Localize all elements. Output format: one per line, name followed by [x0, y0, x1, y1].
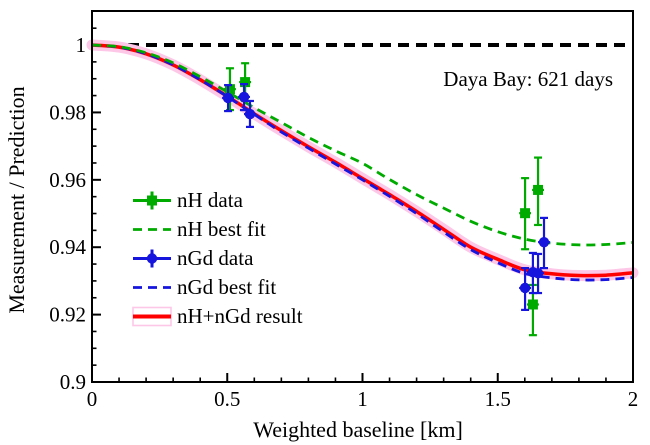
square-marker [527, 299, 538, 310]
legend-label-ngd-data: nGd data [177, 246, 254, 270]
y-axis-title: Measurement / Prediction [4, 86, 29, 313]
ngd-best-fit-curve [91, 43, 634, 282]
ngd-data-point [538, 216, 550, 270]
legend-label-ngd-best-fit: nGd best fit [177, 275, 276, 299]
legend-label-nh-best-fit: nH best fit [177, 217, 266, 241]
legend-label-nh-data: nH data [177, 188, 244, 212]
legend-sample [133, 191, 171, 210]
y-tick-label: 0.9 [60, 370, 86, 394]
x-tick-label: 0 [87, 387, 98, 411]
y-tick-label: 1 [76, 33, 87, 57]
circle-marker [532, 267, 544, 279]
x-tick-label: 0.5 [214, 387, 240, 411]
nh-data-point [532, 156, 545, 227]
legend-circle-marker [146, 253, 158, 264]
plot-frame [91, 10, 634, 383]
ngd-data-point [519, 267, 532, 311]
square-marker [533, 184, 544, 195]
ngd-data-point [532, 252, 545, 295]
data-points-layer [222, 62, 550, 337]
legend-sample [132, 306, 172, 327]
frame-border [91, 10, 634, 383]
square-marker [520, 208, 531, 219]
circle-marker [519, 282, 531, 294]
nh-data-point [519, 177, 532, 251]
legend: nH data nH best fit nGd data nGd best fi… [132, 188, 303, 328]
y-tick-label: 0.96 [49, 168, 86, 192]
x-tick-label: 2 [628, 387, 639, 411]
square-marker [224, 84, 235, 95]
circle-marker [244, 108, 256, 120]
square-marker [240, 77, 251, 88]
x-tick-label: 1 [357, 387, 368, 411]
dataset-annotation: Daya Bay: 621 days [443, 67, 613, 91]
ngd-data-point [238, 83, 250, 112]
ngd-data-point [222, 84, 235, 113]
y-tick-label: 0.94 [49, 235, 86, 259]
circle-marker [222, 92, 234, 104]
circle-marker [238, 91, 250, 103]
circle-marker [538, 236, 550, 248]
ngd-data-point [244, 99, 256, 129]
x-tick-label: 1.5 [485, 387, 511, 411]
legend-samples [132, 191, 172, 327]
legend-square-marker [147, 195, 157, 206]
x-axis-title: Weighted baseline [km] [253, 417, 463, 442]
y-tick-label: 0.98 [49, 100, 86, 124]
axes-layer: 0 0.5 1 1.5 2 1 0.98 0.96 0.94 0.92 0.9 [49, 27, 639, 411]
legend-sample [133, 249, 171, 268]
y-tick-label: 0.92 [49, 303, 86, 327]
legend-label-result: nH+nGd result [177, 304, 303, 328]
